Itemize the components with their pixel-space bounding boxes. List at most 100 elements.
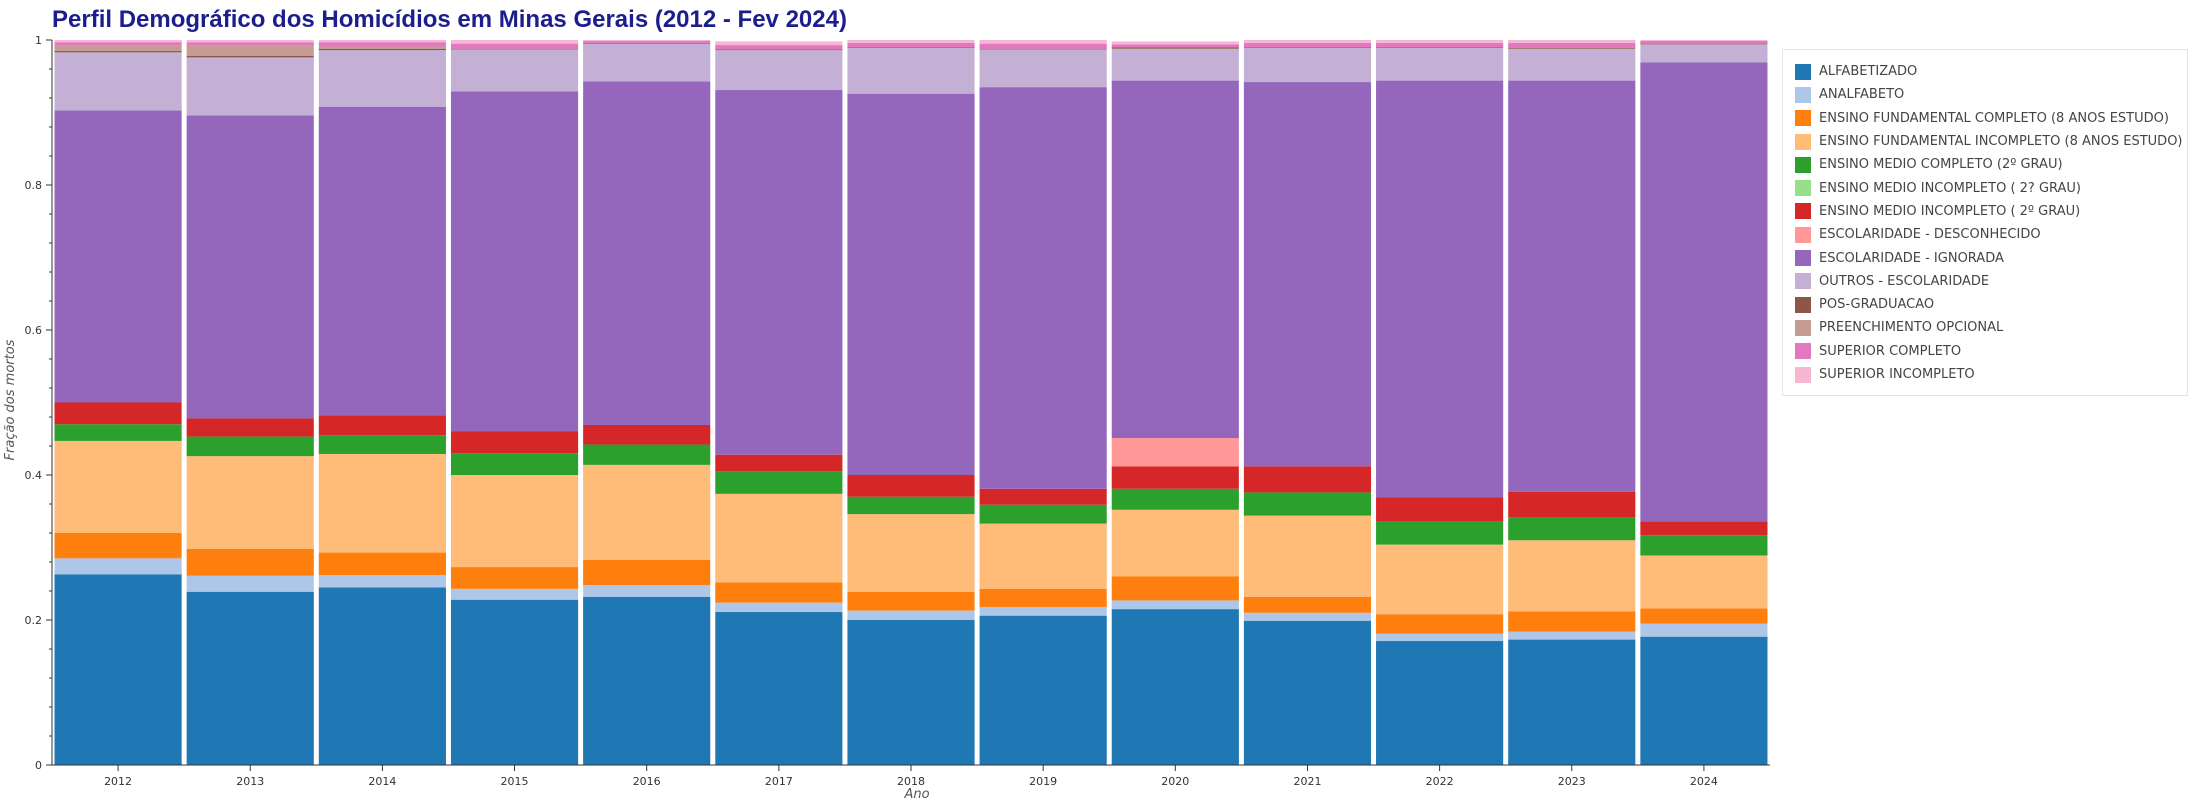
bar-segment-2018-series-0 [847,620,975,765]
legend-swatch [1795,86,1811,103]
bar-segment-2018-series-13 [847,40,975,43]
bar-segment-2022-series-1 [1376,633,1504,642]
bar-segment-2024-series-10 [1640,43,1768,45]
bar-segment-2019-series-1 [979,606,1107,616]
bar-segment-2023-series-2 [1508,611,1636,632]
bar-segment-2015-series-9 [450,49,579,92]
bar-segment-2022-series-6 [1376,497,1504,522]
legend-item: ENSINO MEDIO INCOMPLETO ( 2º GRAU) [1783,200,2187,223]
bar-segment-2014-series-10 [318,48,446,51]
bar-segment-2024-series-0 [1640,636,1768,765]
x-tick-label-2021: 2021 [1293,775,1321,788]
bar-segment-2017-series-9 [715,50,843,91]
bar-segment-2017-series-4 [715,471,843,494]
x-tick-label-2022: 2022 [1426,775,1454,788]
bar-segment-2023-series-10 [1508,47,1636,49]
legend-swatch [1795,63,1811,80]
bar-segment-2020-series-7 [1111,438,1239,467]
legend-label: ANALFABETO [1819,87,1905,103]
bar-segment-2023-series-4 [1508,517,1636,541]
bar-segment-2015-series-13 [450,40,579,44]
bar-segment-2014-series-6 [318,415,446,436]
bar-segment-2021-series-12 [1243,42,1372,48]
bar-segment-2016-series-0 [583,596,711,765]
bar-segment-2021-series-6 [1243,466,1372,493]
legend-swatch [1795,203,1811,220]
bar-segment-2024-series-4 [1640,535,1768,556]
x-tick-label-2018: 2018 [897,775,925,788]
x-tick-label-2013: 2013 [236,775,264,788]
y-tick-label: 0 [35,759,42,772]
y-tick-label: 0.6 [25,324,43,337]
bar-segment-2015-series-3 [450,475,579,568]
legend-label: ESCOLARIDADE - IGNORADA [1819,250,2004,266]
legend-item: ENSINO MEDIO COMPLETO (2º GRAU) [1783,153,2187,176]
bar-segment-2017-series-2 [715,582,843,603]
bar-segment-2014-series-13 [318,40,446,43]
bar-segment-2023-series-0 [1508,639,1636,765]
bar-segment-2018-series-1 [847,610,975,620]
bar-segment-2024-series-12 [1640,40,1768,44]
bar-segment-2020-series-10 [1111,47,1239,49]
bar-segment-2024-series-13 [1640,40,1768,41]
bar-segment-2014-series-11 [318,46,446,49]
bar-segment-2022-series-10 [1376,47,1504,48]
bar-segment-2022-series-9 [1376,47,1504,81]
bar-segment-2019-series-8 [979,87,1107,489]
legend-label: ESCOLARIDADE - DESCONHECIDO [1819,227,2041,243]
bar-segment-2024-series-9 [1640,44,1768,63]
bar-segment-2015-series-4 [450,453,579,475]
x-tick-label-2024: 2024 [1690,775,1718,788]
bar-segment-2015-series-8 [450,91,579,432]
bar-segment-2020-series-3 [1111,509,1239,577]
legend: ALFABETIZADO ANALFABETO ENSINO FUNDAMENTAL… [1782,49,2188,397]
bar-segment-2013-series-11 [186,45,314,56]
bar-segment-2020-series-6 [1111,466,1239,489]
bar-segment-2024-series-2 [1640,608,1768,624]
legend-label: ENSINO MEDIO INCOMPLETO ( 2? GRAU) [1819,180,2082,196]
legend-swatch [1795,180,1811,197]
legend-label: ENSINO MEDIO COMPLETO (2º GRAU) [1819,157,2063,173]
bar-segment-2021-series-4 [1243,492,1372,516]
x-axis-label: Ano [903,787,929,800]
bar-segment-2014-series-8 [318,106,446,416]
bar-segment-2012-series-1 [54,558,182,575]
legend-item: POS-GRADUACAO [1783,293,2187,316]
bar-segment-2018-series-2 [847,591,975,611]
bar-segment-2023-series-1 [1508,631,1636,640]
legend-swatch [1795,110,1811,127]
legend-label: SUPERIOR INCOMPLETO [1819,367,1975,382]
bar-segment-2024-series-6 [1640,521,1768,536]
bar-segment-2019-series-6 [979,488,1107,505]
bar-segment-2018-series-3 [847,514,975,592]
bar-segment-2021-series-9 [1243,47,1372,83]
bar-segment-2018-series-9 [847,47,975,94]
bar-segment-2019-series-0 [979,615,1107,765]
legend-item: ESCOLARIDADE - DESCONHECIDO [1783,223,2187,246]
bar-segment-2021-series-1 [1243,612,1372,621]
bar-segment-2016-series-4 [583,444,711,465]
bar-segment-2016-series-8 [583,81,711,425]
legend-swatch [1795,226,1811,243]
bar-segment-2021-series-13 [1243,40,1372,43]
bar-segment-2013-series-12 [186,42,314,46]
bar-segment-2012-series-9 [54,52,182,111]
bar-segment-2014-series-9 [318,50,446,107]
bar-segment-2013-series-1 [186,575,314,592]
y-tick-label: 1 [35,34,42,47]
legend-swatch [1795,296,1811,313]
stacked-bar-chart: 0 0.2 0.4 0.6 0.8 1 2012 2013 2014 2015 2016 2017 20… [3,34,1770,800]
bar-segment-2022-series-8 [1376,80,1504,498]
bar-segment-2017-series-1 [715,602,843,613]
bar-segment-2024-series-1 [1640,623,1768,637]
bar-segment-2020-series-2 [1111,576,1239,601]
y-tick-label: 0.2 [25,614,43,627]
legend-item: OUTROS - ESCOLARIDADE [1783,270,2187,293]
x-tick-label-2023: 2023 [1558,775,1586,788]
bar-segment-2016-series-12 [583,40,711,43]
bar-segment-2017-series-10 [715,49,843,51]
bar-segment-2019-series-12 [979,43,1107,49]
bar-segment-2012-series-2 [54,533,182,559]
bar-segment-2023-series-13 [1508,40,1636,43]
bar-segment-2018-series-4 [847,496,975,515]
